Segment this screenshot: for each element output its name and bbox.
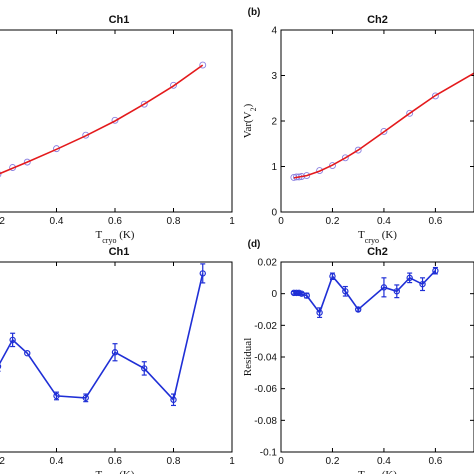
chart-title: Ch2 [367, 246, 388, 258]
data-point [0, 171, 2, 178]
data-point [329, 162, 336, 170]
y-axis-label: Var(V2) [242, 103, 258, 138]
panel-label: (d) [248, 239, 261, 250]
x-axis-label: Tcryo (K) [358, 229, 397, 245]
x-tick-label: 0.2 [326, 456, 340, 467]
series-line [0, 273, 204, 402]
x-axis-label: Tcryo (K) [96, 469, 135, 474]
panel-1: Ch1 0.2 0.4 0.6 0.8 1 Tcryo (K) [0, 14, 235, 245]
data-point [23, 158, 31, 166]
fit-line [293, 72, 474, 179]
data-point [24, 350, 31, 357]
data-layer [290, 72, 474, 181]
y-tick-label: 0.02 [258, 258, 278, 269]
x-tick-label: 0.2 [326, 216, 340, 227]
data-point [170, 396, 177, 403]
data-point [406, 274, 413, 282]
x-axis-label: Tcryo (K) [358, 469, 397, 474]
fit-line [0, 64, 204, 175]
data-point [111, 349, 119, 356]
data-point [393, 288, 400, 295]
panel-3: Ch1 0.2 0.4 0.6 0.8 1 Tcryo (K) [0, 246, 235, 474]
y-tick-label: 4 [271, 26, 277, 37]
y-tick-label: -0.04 [254, 353, 277, 364]
y-tick-label: 3 [271, 71, 277, 82]
data-point [141, 365, 148, 372]
chart-title: Ch1 [109, 246, 130, 258]
x-tick-label: 0.4 [50, 216, 64, 227]
y-axis-label-group: Var(V2) [242, 103, 258, 138]
series-line [293, 270, 436, 315]
y-tick-label: -0.1 [260, 448, 278, 459]
y-tick-label: -0.08 [254, 416, 277, 427]
data-point [341, 154, 349, 162]
y-tick-label: 0 [271, 208, 277, 219]
data-point [303, 292, 310, 299]
data-layer [290, 266, 439, 319]
data-point [354, 146, 362, 154]
x-tick-label: 0.4 [377, 216, 391, 227]
x-tick-label: 0.2 [0, 456, 5, 467]
y-tick-label: -0.02 [254, 321, 277, 332]
data-point [380, 284, 388, 291]
panel-2: Ch2 (b) 0 0.2 0.4 0.6 0 1 2 3 4 Tcryo (K) Var(V2) [242, 7, 474, 245]
x-tick-label: 0 [278, 456, 284, 467]
x-tick-label: 0.8 [167, 456, 181, 467]
data-point [316, 309, 323, 316]
plot-frame [280, 261, 474, 453]
data-point [419, 280, 426, 288]
data-point [53, 392, 60, 400]
y-tick-label: 1 [271, 162, 277, 173]
data-point [355, 306, 362, 313]
x-tick-label: 0.6 [108, 216, 122, 227]
data-point [406, 109, 414, 117]
x-tick-label: 0.6 [428, 456, 442, 467]
panel-4: Ch2 (d) 0 0.2 0.4 0.6 -0.1 -0.08 -0.06 -0.04 -0.02… [242, 239, 474, 474]
data-point [380, 128, 388, 135]
data-point [0, 364, 2, 369]
data-point [316, 167, 324, 175]
x-axis-label: Tcryo (K) [96, 229, 135, 245]
x-tick-label: 0.2 [0, 216, 5, 227]
data-point [329, 273, 336, 280]
chart-title: Ch1 [109, 14, 130, 26]
y-axis-label: Residual [242, 338, 254, 377]
x-tick-label: 0.4 [50, 456, 64, 467]
data-point [431, 92, 439, 100]
y-tick-label: 2 [271, 117, 277, 128]
chart-title: Ch2 [367, 14, 388, 26]
plot-frame [0, 261, 233, 453]
x-tick-label: 0 [278, 216, 284, 227]
y-tick-label: -0.06 [254, 384, 277, 395]
data-point [111, 116, 119, 124]
data-layer [0, 61, 207, 178]
data-point [342, 288, 349, 295]
x-tick-label: 1 [229, 456, 235, 467]
y-tick-label: 0 [271, 289, 277, 300]
data-layer [0, 263, 206, 407]
panel-label: (b) [248, 7, 261, 18]
data-point [432, 267, 439, 274]
data-point [199, 61, 207, 69]
x-tick-label: 0.8 [167, 216, 181, 227]
x-tick-label: 0.6 [108, 456, 122, 467]
data-point [9, 336, 16, 344]
y-axis-label-group: Residual [242, 338, 254, 377]
x-tick-label: 1 [229, 216, 235, 227]
plot-frame [0, 29, 233, 213]
x-tick-label: 0.4 [377, 456, 391, 467]
plot-frame [280, 29, 474, 213]
x-tick-label: 0.6 [428, 216, 442, 227]
data-point [82, 394, 89, 402]
data-point [199, 270, 206, 277]
data-point [170, 81, 177, 89]
data-point [140, 100, 148, 108]
